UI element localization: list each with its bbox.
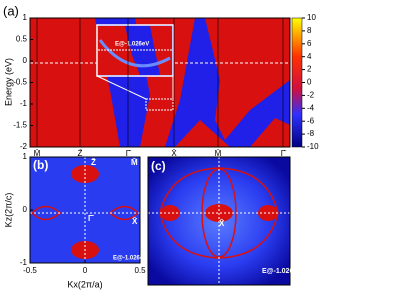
colorbar-tick-label: -2 <box>307 91 315 100</box>
y-tick-label: -0.5 <box>13 78 27 87</box>
y-tick-label: 1 <box>23 13 28 22</box>
x-tick-label: M̄ <box>34 149 41 158</box>
x-tick-label: Γ̄ <box>126 149 132 158</box>
annotation: E@-1.026eV <box>262 268 302 275</box>
y-tick-label: -2 <box>20 142 28 151</box>
y-tick-label: 1 <box>23 152 28 161</box>
colorbar-tick-label: 4 <box>307 52 312 61</box>
colorbar-tick-label: 10 <box>307 13 316 22</box>
fermi-map <box>30 157 140 263</box>
y-tick-label: -1 <box>20 258 28 267</box>
y-axis-label: Energy (eV) <box>3 58 13 106</box>
x-tick-label: 0.5 <box>134 266 146 275</box>
annotation: E@-1.026eV <box>115 42 149 48</box>
point-label: X̄ <box>219 219 225 228</box>
band <box>205 18 290 140</box>
annotation: E@-1.026eV <box>113 256 147 262</box>
inset-band <box>98 26 172 75</box>
panel-label: (a) <box>3 3 19 18</box>
y-tick-label: 0.5 <box>16 35 28 44</box>
x-tick-label: Z̄ <box>78 149 83 158</box>
panel-label: (c) <box>151 159 166 173</box>
colorbar-tick-label: 6 <box>307 39 312 48</box>
zoom-box <box>145 98 174 111</box>
y-tick-label: -1.5 <box>13 121 27 130</box>
point-label: Z̄ <box>91 158 96 167</box>
point-label: Γ̄ <box>88 214 95 223</box>
colorbar-tick-label: -8 <box>307 129 315 138</box>
y-tick-label: -1 <box>20 99 28 108</box>
colorbar-tick-label: 8 <box>307 26 312 35</box>
frame <box>147 156 291 286</box>
x-tick-label: Γ̄ <box>281 149 287 158</box>
colorbar <box>291 17 303 148</box>
fermi-map <box>148 157 290 285</box>
colorbar-tick-label: -10 <box>307 142 319 151</box>
colorbar-tick-label: 2 <box>307 65 312 74</box>
y-tick-label: 0 <box>23 56 28 65</box>
point-label: X̄ <box>132 217 138 226</box>
y-axis-label: Kz(2π/c) <box>3 193 13 228</box>
x-tick-label: M̄ <box>215 149 222 158</box>
x-tick-label: 0 <box>83 266 88 275</box>
x-tick-label: X̄ <box>171 149 177 158</box>
x-axis-label: Kx(2π/a) <box>67 279 102 289</box>
band-map <box>30 18 290 147</box>
colorbar-tick-label: 0 <box>307 78 312 87</box>
colorbar-tick-label: -6 <box>307 116 315 125</box>
zoom-line <box>96 75 147 100</box>
point-label: M̄ <box>131 158 138 167</box>
colorbar-tick-label: -4 <box>307 103 315 112</box>
panel-label: (b) <box>33 158 48 172</box>
x-tick-label: -0.5 <box>23 266 37 275</box>
y-tick-label: 0 <box>23 205 28 214</box>
band <box>175 118 290 147</box>
inset-band <box>98 39 171 68</box>
